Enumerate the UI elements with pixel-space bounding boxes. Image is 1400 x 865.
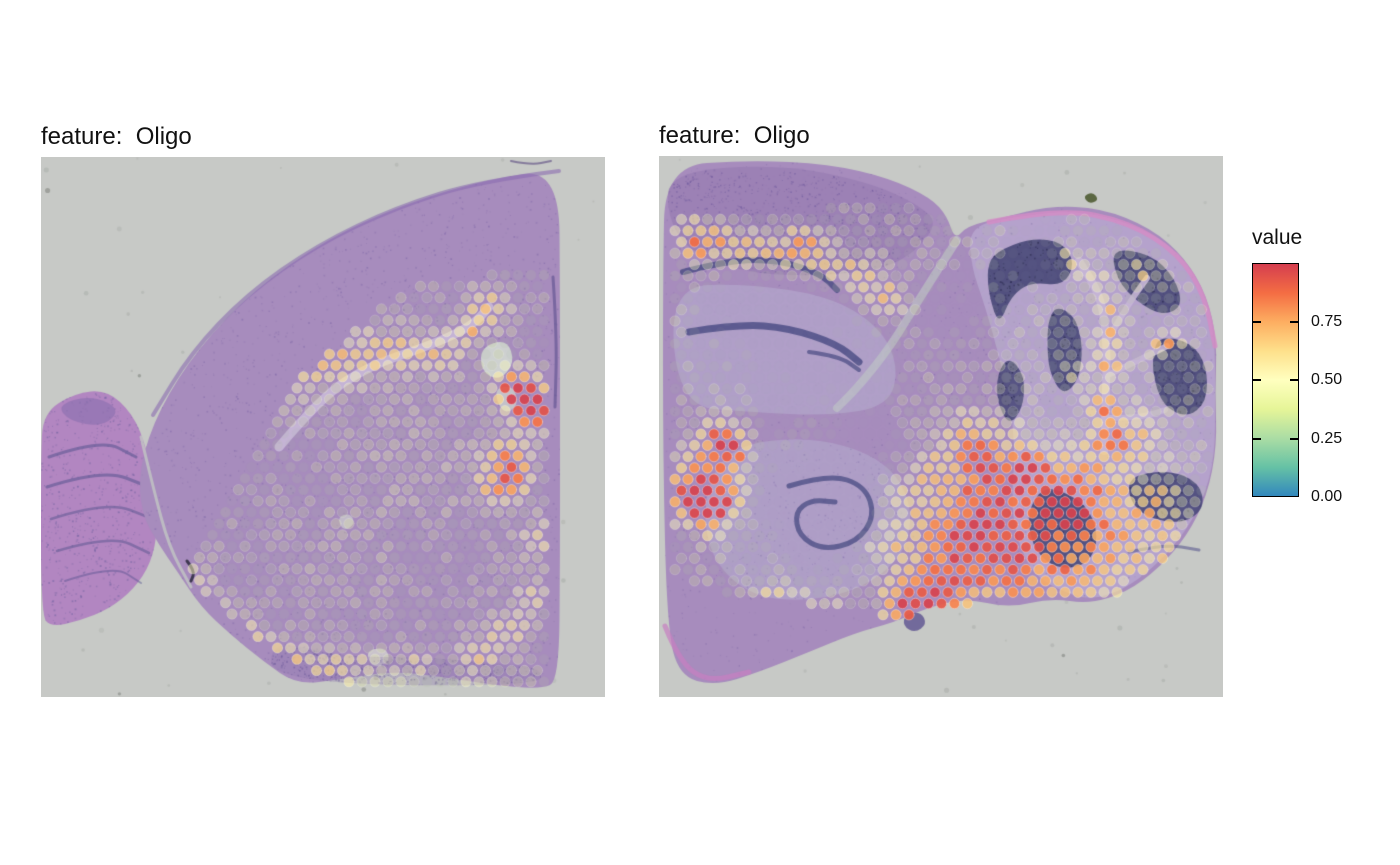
spatial-panel-right-canvas: [659, 156, 1223, 697]
panel-title-right: feature: Oligo: [659, 122, 810, 149]
legend-title: value: [1252, 226, 1303, 249]
legend-tick: [1290, 437, 1298, 440]
legend-tick: [1290, 320, 1298, 323]
legend-tick-label: 0.75: [1311, 312, 1343, 330]
legend-tick-label: 0.50: [1311, 371, 1343, 388]
legend-tick-label: 0.00: [1311, 488, 1343, 505]
spatial-panel-left-canvas: [41, 157, 605, 697]
legend-tick: [1290, 379, 1298, 381]
legend-tick: [1253, 320, 1261, 323]
legend-tick-label: 0.25: [1311, 429, 1343, 447]
panel-title-left: feature: Oligo: [41, 123, 192, 150]
legend-tick: [1253, 379, 1261, 381]
legend-tick: [1253, 437, 1261, 440]
